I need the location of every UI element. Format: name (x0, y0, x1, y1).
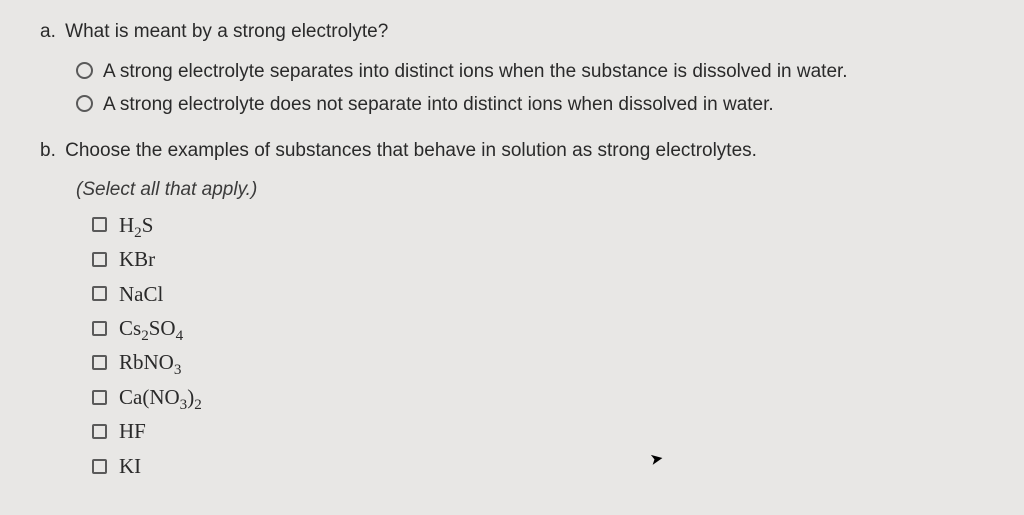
part-letter-a: a. (40, 21, 56, 42)
question-a-stem: a. What is meant by a strong electrolyte… (40, 18, 996, 46)
part-letter-b: b. (40, 140, 56, 161)
question-b-instruction: (Select all that apply.) (40, 176, 996, 204)
question-b-text: Choose the examples of substances that b… (65, 140, 757, 161)
checkbox-option-label: H2S (119, 210, 153, 240)
question-a-options: A strong electrolyte separates into dist… (40, 58, 996, 119)
radio-option-label: A strong electrolyte does not separate i… (103, 91, 774, 119)
checkbox-option-label: KI (119, 451, 141, 481)
checkbox-option[interactable]: HF (92, 416, 996, 446)
checkbox-option-label: NaCl (119, 279, 163, 309)
question-b-choices: H2S KBr NaCl Cs2SO4 RbNO3 Ca(NO3)2 HF KI (40, 210, 996, 482)
checkbox-option-label: HF (119, 416, 146, 446)
checkbox-option[interactable]: KBr (92, 244, 996, 274)
checkbox-icon (92, 217, 107, 232)
radio-option[interactable]: A strong electrolyte separates into dist… (76, 58, 996, 86)
radio-option[interactable]: A strong electrolyte does not separate i… (76, 91, 996, 119)
checkbox-icon (92, 459, 107, 474)
checkbox-option[interactable]: NaCl (92, 279, 996, 309)
checkbox-option[interactable]: Cs2SO4 (92, 313, 996, 343)
radio-icon (76, 95, 93, 112)
checkbox-icon (92, 355, 107, 370)
checkbox-option-label: Cs2SO4 (119, 313, 183, 343)
checkbox-icon (92, 321, 107, 336)
checkbox-option[interactable]: H2S (92, 210, 996, 240)
checkbox-option[interactable]: RbNO3 (92, 347, 996, 377)
radio-option-label: A strong electrolyte separates into dist… (103, 58, 848, 86)
checkbox-icon (92, 424, 107, 439)
checkbox-icon (92, 252, 107, 267)
question-b: b. Choose the examples of substances tha… (40, 137, 996, 482)
checkbox-option-label: RbNO3 (119, 347, 181, 377)
checkbox-option-label: Ca(NO3)2 (119, 382, 202, 412)
question-a: a. What is meant by a strong electrolyte… (40, 18, 996, 119)
question-a-text: What is meant by a strong electrolyte? (65, 21, 388, 42)
checkbox-option[interactable]: KI (92, 451, 996, 481)
question-b-stem: b. Choose the examples of substances tha… (40, 137, 996, 165)
checkbox-option[interactable]: Ca(NO3)2 (92, 382, 996, 412)
checkbox-icon (92, 390, 107, 405)
radio-icon (76, 62, 93, 79)
checkbox-option-label: KBr (119, 244, 155, 274)
checkbox-icon (92, 286, 107, 301)
